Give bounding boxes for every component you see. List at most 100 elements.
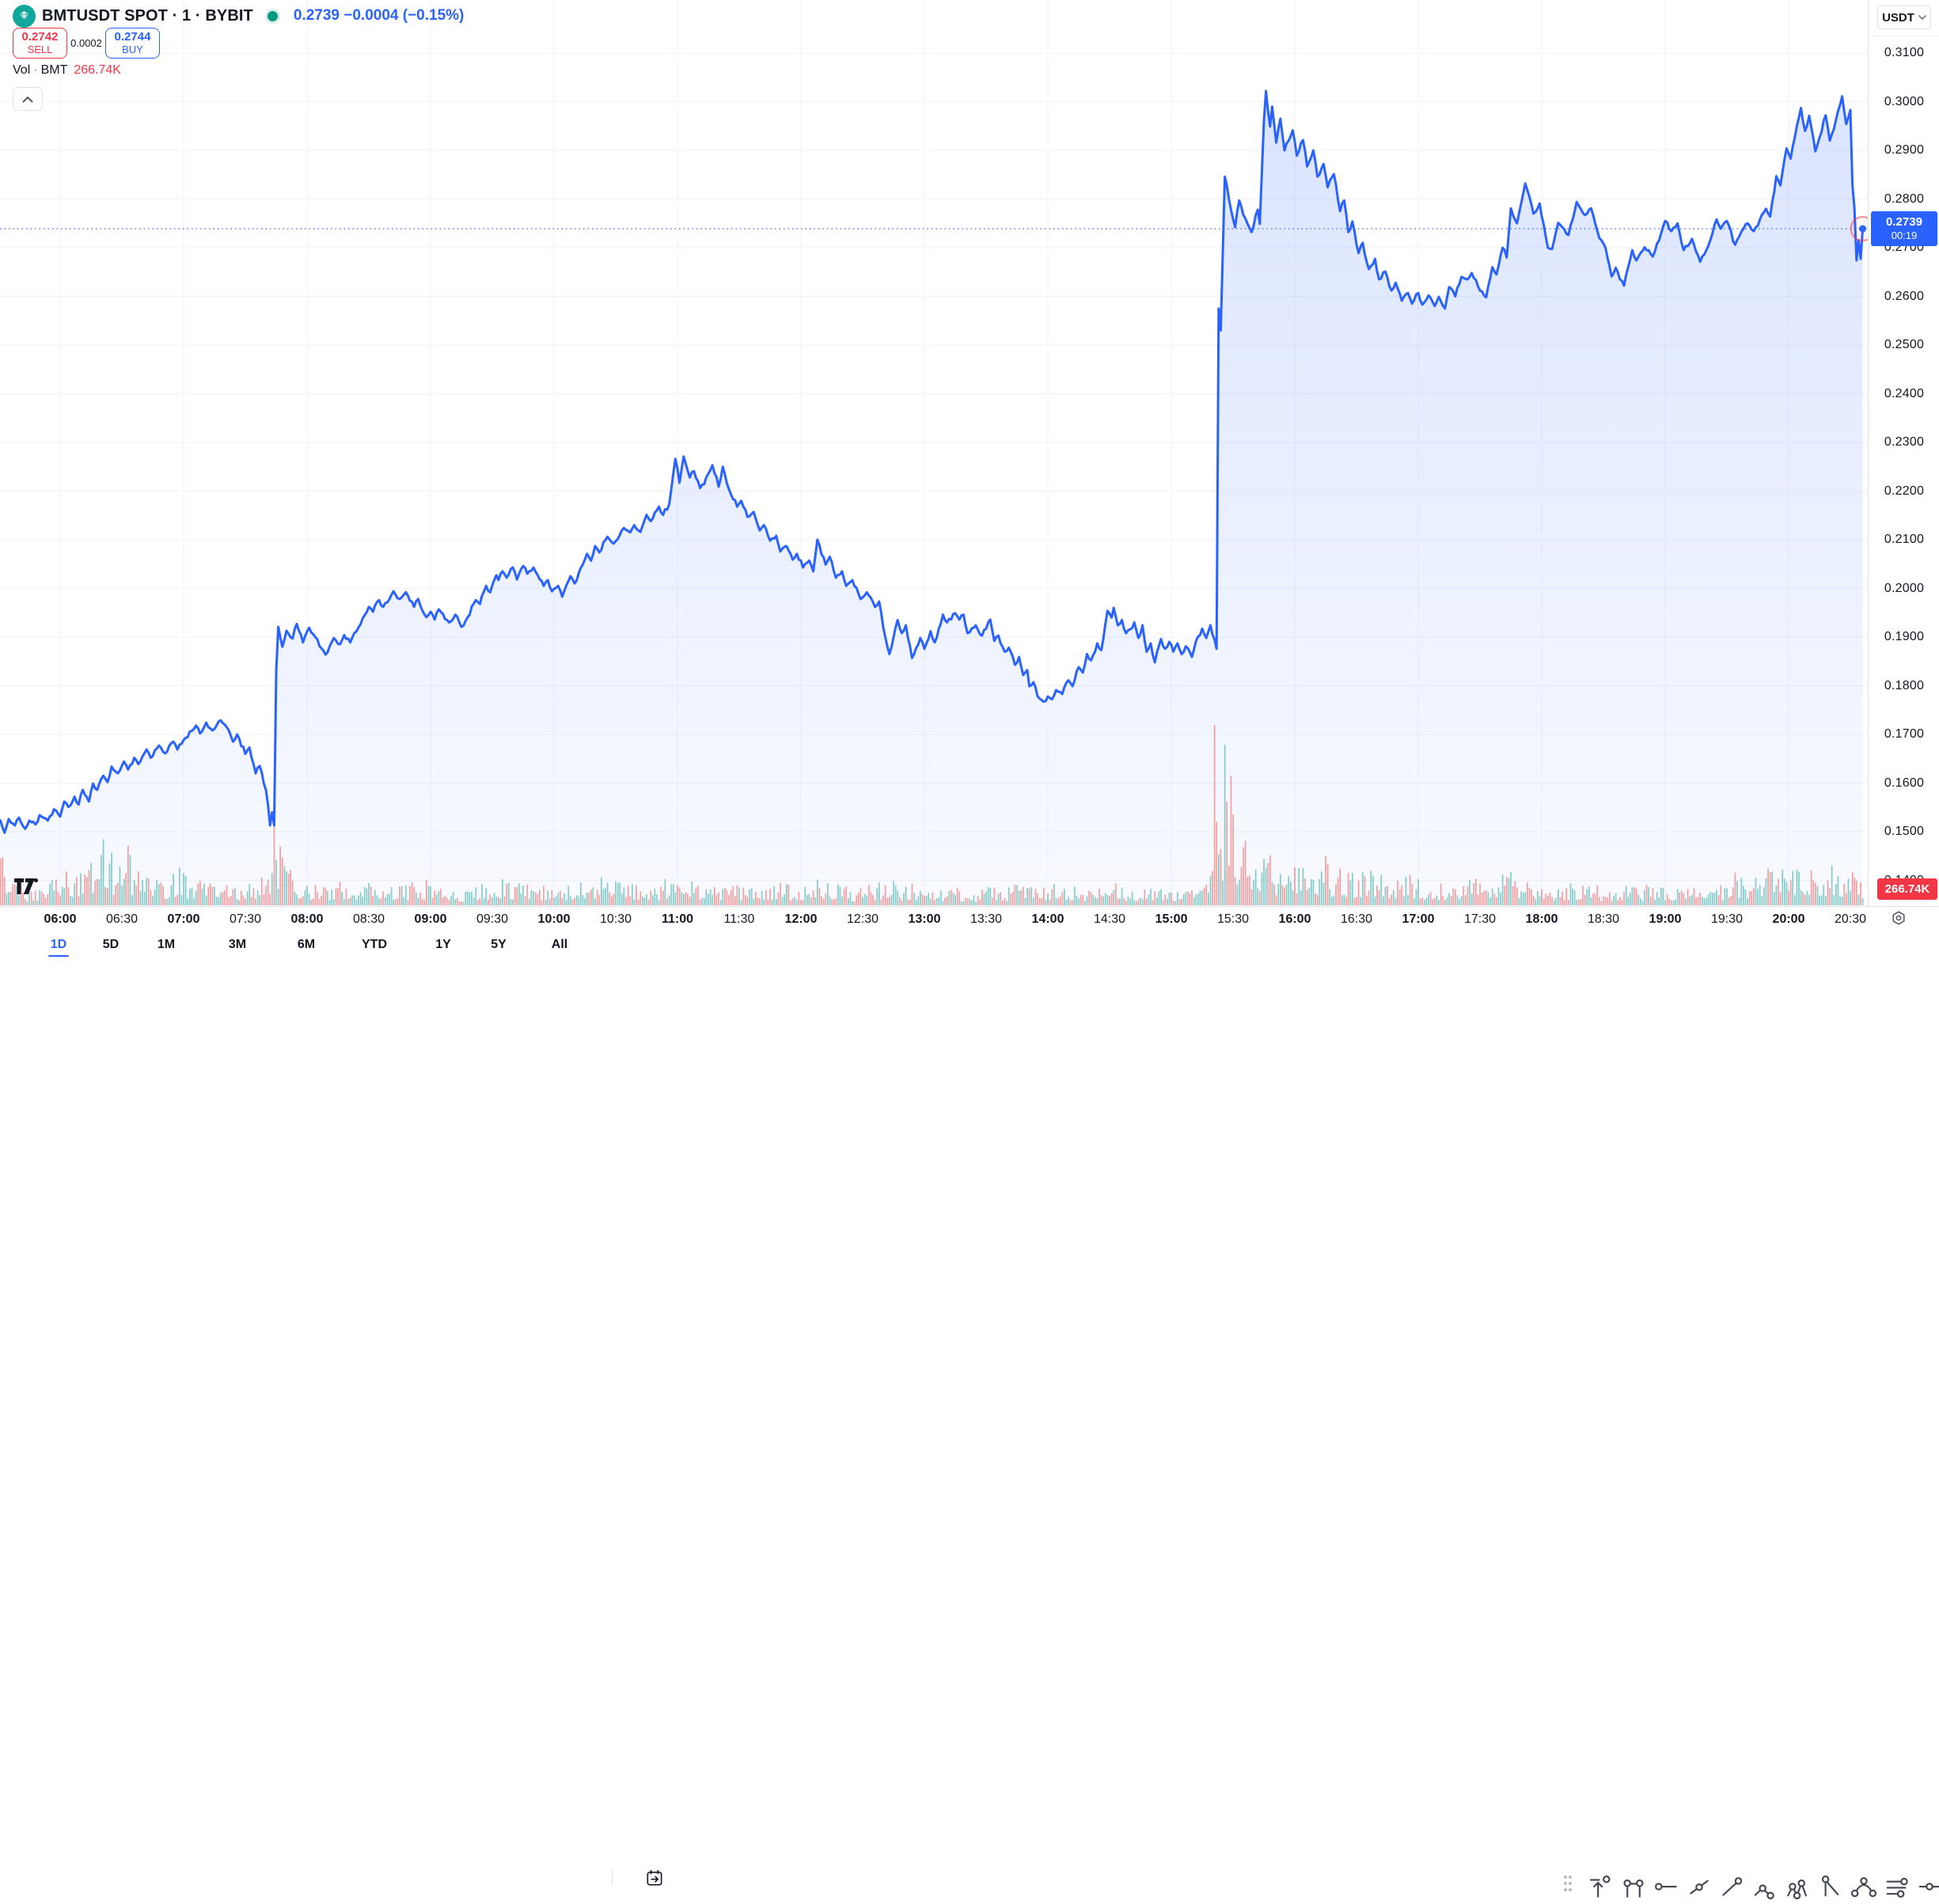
- time-axis-label: 12:30: [846, 912, 879, 926]
- trend-angle-tool-button[interactable]: [1817, 1873, 1844, 1904]
- arrow-marker-tool-button[interactable]: [1587, 1873, 1614, 1904]
- price-unit-label: USDT: [1882, 10, 1914, 25]
- go-to-date-button[interactable]: [644, 1868, 665, 1892]
- date-range-icon: [1623, 1879, 1644, 1898]
- chevron-down-icon: [1918, 14, 1926, 20]
- time-axis-label: 07:30: [229, 912, 262, 926]
- calendar-icon: [647, 1869, 662, 1886]
- horizontal-line-icon: [1918, 1883, 1939, 1891]
- gear-icon: [1892, 911, 1905, 925]
- polyline-tool-button[interactable]: [1751, 1873, 1778, 1904]
- trade-buttons-row: 0.2742 SELL 0.0002 0.2744 BUY: [13, 28, 160, 59]
- chevron-up-icon: [22, 96, 33, 102]
- time-axis[interactable]: 06:00 06:30 07:00 07:30 08:00 08:30 09:00 09:30…: [0, 906, 1939, 932]
- horizontal-ray-tool-button[interactable]: [1653, 1873, 1679, 1904]
- symbol-title[interactable]: BMTUSDT SPOT · 1 · BYBIT: [42, 6, 253, 25]
- xabcd-pattern-icon: [1787, 1879, 1807, 1900]
- time-axis-label: 12:00: [784, 912, 818, 926]
- date-range-tool-button[interactable]: [1620, 1873, 1647, 1904]
- time-axis-label: 06:30: [105, 912, 138, 926]
- volume-axis-badge: 266.74K: [1877, 878, 1937, 900]
- toolbar-divider: [612, 1870, 613, 1886]
- range-button-5Y[interactable]: 5Y: [491, 936, 507, 957]
- time-axis-label: 10:00: [537, 912, 571, 926]
- time-axis-label: 09:30: [476, 912, 509, 926]
- chart-legend: BMTUSDT SPOT · 1 · BYBIT 0.2739 −0.0004 …: [13, 4, 465, 111]
- price-axis-label: 0.1900: [1884, 630, 1925, 643]
- time-axis-label: 17:30: [1463, 912, 1497, 926]
- price-axis-label: 0.2000: [1884, 581, 1925, 595]
- price-axis[interactable]: USDT 0.3100 0.3000 0.2900 0.2800 0.2700 0.260…: [1868, 0, 1939, 906]
- time-axis-label: 19:00: [1649, 912, 1682, 926]
- time-axis-label: 11:30: [723, 912, 755, 926]
- horizontal-line-tool-button[interactable]: [1916, 1873, 1939, 1904]
- time-axis-label: 09:00: [414, 912, 447, 926]
- volume-legend: Vol · BMT 266.74K: [13, 63, 121, 77]
- time-axis-label: 07:00: [167, 912, 200, 926]
- range-button-6M[interactable]: 6M: [298, 936, 315, 957]
- time-axis-label: 15:00: [1155, 912, 1188, 926]
- parallel-channel-icon: [1886, 1877, 1908, 1898]
- trend-line-icon: [1722, 1877, 1743, 1896]
- range-button-YTD[interactable]: YTD: [362, 936, 387, 957]
- range-label: 1M: [157, 938, 176, 951]
- price-axis-label: 0.2600: [1884, 289, 1925, 303]
- xabcd-pattern-tool-button[interactable]: [1785, 1873, 1812, 1904]
- time-axis-label: 16:00: [1278, 912, 1311, 926]
- trend-line-tool-button[interactable]: [1718, 1873, 1745, 1904]
- trend-angle-icon: [1821, 1876, 1839, 1897]
- info-line-icon: [1690, 1879, 1709, 1895]
- parallel-channel-tool-button[interactable]: [1883, 1873, 1910, 1904]
- time-axis-label: 13:30: [970, 912, 1003, 926]
- current-price-label: 0.2739 00:19: [1871, 211, 1937, 246]
- toolbar-drag-handle[interactable]: [1562, 1874, 1573, 1897]
- axis-settings-button[interactable]: [1887, 908, 1911, 929]
- range-label: YTD: [362, 938, 387, 951]
- sell-button[interactable]: 0.2742 SELL: [13, 28, 67, 59]
- price-axis-label: 0.2800: [1884, 192, 1925, 206]
- current-price-value: 0.2739: [1886, 214, 1922, 229]
- range-button-5D[interactable]: 5D: [103, 936, 119, 957]
- range-label: 3M: [228, 938, 247, 951]
- time-axis-label: 14:00: [1031, 912, 1064, 926]
- time-axis-label: 08:00: [290, 912, 324, 926]
- time-axis-label: 20:00: [1772, 912, 1805, 926]
- market-status-dot-icon[interactable]: [267, 10, 278, 21]
- time-axis-label: 14:30: [1093, 912, 1126, 926]
- price-axis-label: 0.1700: [1884, 727, 1925, 741]
- area-fill: [0, 91, 1863, 906]
- price-axis-label: 0.2100: [1884, 533, 1925, 546]
- volume-bars: [0, 724, 1864, 905]
- info-line-tool-button[interactable]: [1686, 1873, 1713, 1904]
- price-change-text: 0.2739 −0.0004 (−0.15%): [293, 7, 465, 24]
- time-axis-label: 18:30: [1587, 912, 1620, 926]
- drag-dots-icon: [1564, 1876, 1572, 1891]
- spread-value: 0.0002: [70, 37, 102, 49]
- time-axis-label: 16:30: [1340, 912, 1373, 926]
- range-button-1M[interactable]: 1M: [157, 936, 175, 957]
- range-button-1Y[interactable]: 1Y: [435, 936, 451, 957]
- time-axis-label: 20:30: [1834, 912, 1867, 926]
- time-axis-label: 11:00: [661, 912, 694, 926]
- range-button-1D[interactable]: 1D: [48, 936, 69, 957]
- time-axis-label: 18:00: [1525, 912, 1558, 926]
- range-button-3M[interactable]: 3M: [229, 936, 246, 957]
- curve-tool-button[interactable]: [1850, 1873, 1877, 1904]
- price-axis-label: 0.3100: [1884, 46, 1925, 59]
- time-axis-label: 15:30: [1216, 912, 1250, 926]
- price-unit-selector[interactable]: USDT: [1877, 6, 1931, 29]
- tradingview-logo-icon[interactable]: [14, 878, 40, 898]
- time-axis-label: 06:00: [44, 912, 77, 926]
- time-axis-label: 17:00: [1402, 912, 1435, 926]
- range-label: 6M: [297, 938, 316, 951]
- range-label: 5Y: [491, 938, 507, 951]
- price-chart-pane[interactable]: [0, 0, 1868, 907]
- time-axis-label: 19:30: [1710, 912, 1744, 926]
- price-axis-label: 0.1800: [1884, 678, 1925, 692]
- range-button-All[interactable]: All: [552, 936, 567, 957]
- price-line: [0, 89, 1865, 834]
- active-range-underline: [48, 955, 69, 957]
- collapse-legend-button[interactable]: [13, 87, 43, 111]
- buy-button[interactable]: 0.2744 BUY: [105, 28, 160, 59]
- arrow-marker-icon: [1589, 1876, 1611, 1898]
